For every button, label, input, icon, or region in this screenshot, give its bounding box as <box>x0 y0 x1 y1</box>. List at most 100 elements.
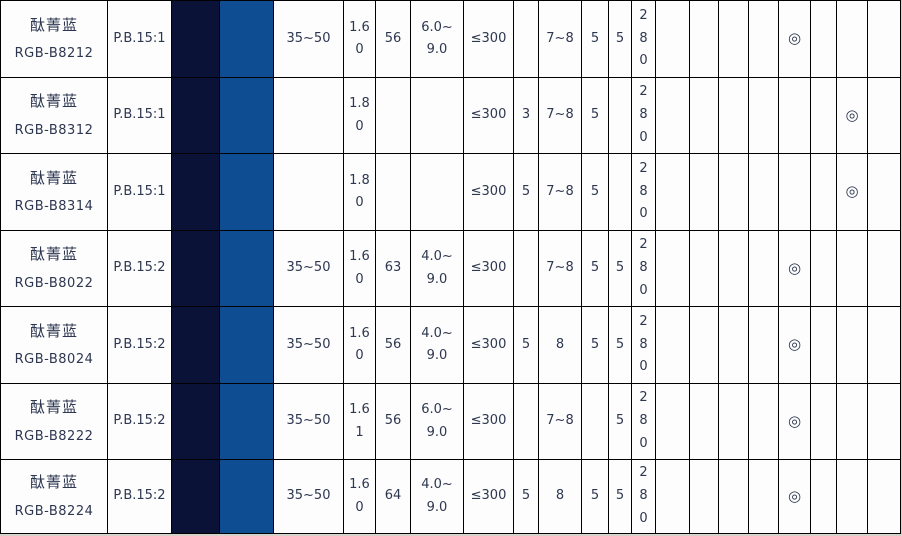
empty-cell <box>655 153 690 231</box>
empty-cell <box>608 153 632 231</box>
swatch-light <box>219 459 274 534</box>
empty-cell <box>581 383 609 460</box>
empty-cell <box>689 230 719 307</box>
value-cell: 5 <box>581 230 609 307</box>
value-cell: 1.60 <box>343 230 376 307</box>
colour-index-cell: P.B.15:1 <box>107 0 172 78</box>
product-code: RGB-B8022 <box>14 275 94 291</box>
empty-cell <box>778 153 811 231</box>
value-cell: 7~8 <box>538 77 582 154</box>
empty-cell <box>748 153 779 231</box>
value-cell: 64 <box>375 459 411 534</box>
empty-cell <box>689 459 719 534</box>
empty-cell <box>608 77 632 154</box>
value-cell: 56 <box>375 383 411 460</box>
swatch-light <box>219 77 274 154</box>
product-name-cell: 酞菁蓝 RGB-B8024 <box>0 306 108 384</box>
swatch-light <box>219 306 274 384</box>
swatch-light <box>219 230 274 307</box>
product-name: 酞菁蓝 <box>29 92 78 111</box>
table-row: 酞菁蓝 RGB-B8222 P.B.15:2 35~50 1.61 56 6.0~9.0 ≤3… <box>0 383 901 460</box>
value-cell: 5 <box>513 153 539 231</box>
empty-cell <box>836 230 868 307</box>
empty-cell <box>718 230 749 307</box>
empty-cell <box>810 230 837 307</box>
table-row: 酞菁蓝 RGB-B8224 P.B.15:2 35~50 1.60 64 4.0~9.0 ≤3… <box>0 459 901 534</box>
value-cell: 35~50 <box>273 306 344 384</box>
empty-cell <box>867 153 901 231</box>
value-cell: 35~50 <box>273 0 344 78</box>
value-cell-vertical: 280 <box>631 383 656 460</box>
empty-cell <box>867 459 901 534</box>
swatch-dark <box>171 383 220 460</box>
product-name-cell: 酞菁蓝 RGB-B8314 <box>0 153 108 231</box>
value-cell: 1.80 <box>343 153 376 231</box>
empty-cell <box>718 459 749 534</box>
product-name: 酞菁蓝 <box>29 398 78 417</box>
table-row: 酞菁蓝 RGB-B8024 P.B.15:2 35~50 1.60 56 4.0~9.0 ≤3… <box>0 306 901 384</box>
swatch-dark <box>171 459 220 534</box>
bullseye-mark: ◎ <box>778 383 811 460</box>
empty-cell <box>867 306 901 384</box>
product-name: 酞菁蓝 <box>29 473 78 492</box>
empty-cell <box>655 306 690 384</box>
value-cell: 35~50 <box>273 383 344 460</box>
value-cell: 5 <box>608 383 632 460</box>
empty-cell <box>718 383 749 460</box>
value-cell: 5 <box>581 306 609 384</box>
value-cell: 8 <box>538 306 582 384</box>
value-cell: 63 <box>375 230 411 307</box>
value-cell: 5 <box>608 0 632 78</box>
empty-cell <box>513 383 539 460</box>
value-cell: 6.0~9.0 <box>410 383 464 460</box>
empty-cell <box>689 153 719 231</box>
empty-cell <box>689 77 719 154</box>
empty-cell <box>867 230 901 307</box>
empty-cell <box>748 383 779 460</box>
swatch-dark <box>171 306 220 384</box>
empty-cell <box>655 383 690 460</box>
value-cell: 35~50 <box>273 230 344 307</box>
value-cell: 1.61 <box>343 383 376 460</box>
swatch-dark <box>171 0 220 78</box>
empty-cell <box>655 77 690 154</box>
colour-index-cell: P.B.15:1 <box>107 77 172 154</box>
value-cell: 5 <box>513 459 539 534</box>
swatch-dark <box>171 230 220 307</box>
value-cell: 35~50 <box>273 459 344 534</box>
empty-cell <box>410 153 464 231</box>
value-cell-vertical: 280 <box>631 306 656 384</box>
value-cell: 6.0~9.0 <box>410 0 464 78</box>
empty-cell <box>867 383 901 460</box>
bullseye-mark: ◎ <box>836 77 868 154</box>
empty-cell <box>836 306 868 384</box>
empty-cell <box>689 0 719 78</box>
value-cell: 5 <box>608 306 632 384</box>
value-cell: 56 <box>375 306 411 384</box>
empty-cell <box>810 306 837 384</box>
empty-cell <box>748 0 779 78</box>
product-code: RGB-B8222 <box>14 428 94 444</box>
value-cell: 4.0~9.0 <box>410 230 464 307</box>
product-name-cell: 酞菁蓝 RGB-B8312 <box>0 77 108 154</box>
product-name: 酞菁蓝 <box>29 321 78 340</box>
value-cell: 5 <box>608 230 632 307</box>
value-cell: 4.0~9.0 <box>410 306 464 384</box>
empty-cell <box>375 77 411 154</box>
product-code: RGB-B8312 <box>14 122 94 138</box>
bullseye-mark: ◎ <box>778 306 811 384</box>
colour-index-cell: P.B.15:2 <box>107 230 172 307</box>
empty-cell <box>718 153 749 231</box>
empty-cell <box>810 77 837 154</box>
value-cell: 4.0~9.0 <box>410 459 464 534</box>
table-row: 酞菁蓝 RGB-B8022 P.B.15:2 35~50 1.60 63 4.0~9.0 ≤3… <box>0 230 901 307</box>
bullseye-mark: ◎ <box>778 459 811 534</box>
colour-index-cell: P.B.15:2 <box>107 383 172 460</box>
value-cell: 5 <box>581 459 609 534</box>
colour-index-cell: P.B.15:2 <box>107 459 172 534</box>
empty-cell <box>867 0 901 78</box>
product-name-cell: 酞菁蓝 RGB-B8224 <box>0 459 108 534</box>
table-row: 酞菁蓝 RGB-B8314 P.B.15:1 1.80 ≤300 5 7~8 5 280 ◎ <box>0 153 901 231</box>
